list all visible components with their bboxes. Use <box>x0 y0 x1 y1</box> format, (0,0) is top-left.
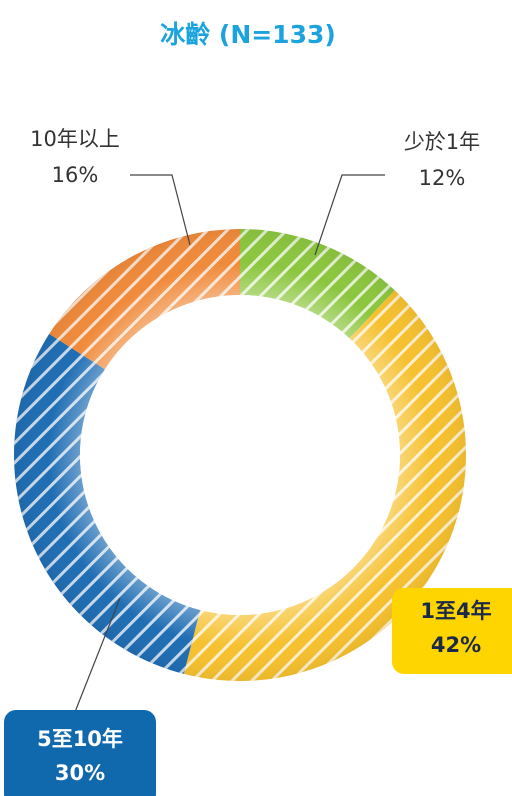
slice-value: 12% <box>419 166 466 190</box>
leader-line <box>130 174 191 246</box>
chart-title: 冰齡 (N=133) <box>160 20 336 49</box>
leader-line <box>74 597 121 713</box>
label-box <box>4 710 156 796</box>
donut-hole <box>80 295 400 615</box>
slice-value: 30% <box>55 761 105 785</box>
slice-label: 少於1年 <box>404 130 480 154</box>
slice-value: 16% <box>52 163 99 187</box>
label-box <box>392 588 512 674</box>
slice-label: 10年以上 <box>30 127 120 151</box>
slice-label: 1至4年 <box>420 599 491 623</box>
slice-label: 5至10年 <box>37 727 123 751</box>
slice-value: 42% <box>431 633 481 657</box>
leader-line <box>314 174 385 256</box>
